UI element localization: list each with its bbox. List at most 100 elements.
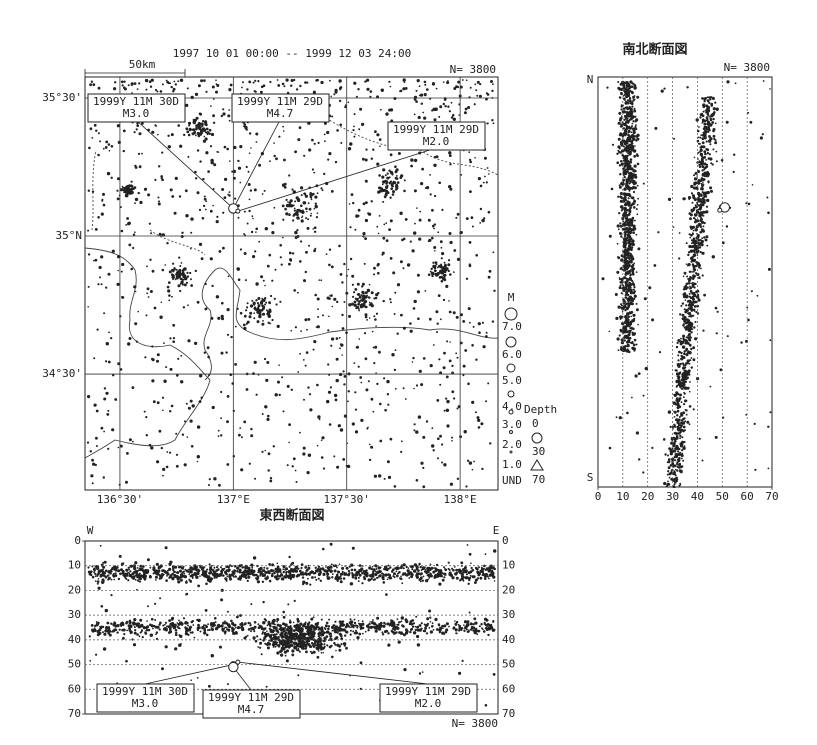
ns-dot [677, 459, 680, 462]
map-dot [187, 155, 190, 158]
map-dot [198, 112, 202, 116]
ns-dot [747, 318, 750, 322]
map-dot [364, 80, 367, 83]
map-dot [105, 140, 109, 144]
map-dot [348, 314, 351, 318]
map-dot [247, 170, 250, 173]
map-dot [357, 88, 360, 91]
ns-dot [622, 145, 625, 148]
map-dot [348, 303, 352, 307]
ns-dot [715, 332, 718, 335]
ns-dot [624, 164, 627, 167]
ns-dot [696, 139, 700, 143]
ns-dot [680, 337, 682, 340]
map-dot [412, 307, 416, 310]
map-dot [252, 255, 256, 259]
map-dot [234, 325, 237, 328]
ns-dot [630, 329, 632, 332]
map-dot [448, 232, 452, 235]
ns-dot [701, 157, 704, 160]
ns-dot [628, 263, 631, 267]
ns-dot [618, 212, 621, 215]
map-dot [181, 433, 185, 436]
ns-dot [627, 260, 630, 263]
ns-dot [673, 450, 677, 453]
map-dot [381, 183, 384, 186]
ns-dot [620, 108, 623, 111]
ns-dot [688, 320, 691, 323]
map-dot [313, 207, 316, 210]
map-dot [205, 123, 208, 127]
map-dot [438, 181, 442, 185]
ns-dot [693, 326, 696, 329]
map-dot [224, 177, 228, 181]
ns-dot [625, 113, 629, 117]
ns-dot [693, 174, 695, 177]
map-dot [160, 175, 163, 178]
map-dot [178, 195, 182, 198]
map-dot [87, 229, 90, 232]
map-dot [353, 81, 357, 85]
map-dot [254, 250, 257, 253]
ew-dot [158, 628, 161, 631]
map-dot [196, 131, 201, 136]
map-dot [222, 108, 225, 111]
ns-dot [686, 420, 690, 424]
ns-dot [693, 286, 696, 289]
ew-dot [236, 566, 240, 570]
map-dot [95, 445, 98, 447]
ew-dot [172, 568, 175, 572]
map-dot [264, 297, 267, 300]
map-dot [447, 263, 451, 267]
ew-dot [298, 569, 302, 573]
map-dot [156, 401, 160, 405]
ns-dot [629, 327, 632, 330]
map-dot [125, 480, 128, 484]
map-dot [248, 209, 251, 213]
map-dot [447, 105, 450, 108]
ew-dot [127, 566, 130, 569]
ns-dot [624, 309, 627, 312]
ew-dot [224, 577, 227, 580]
map-dot [399, 260, 403, 264]
map-dot [273, 297, 276, 300]
map-dot [183, 283, 187, 287]
ns-dot [699, 205, 703, 209]
map-dot [264, 227, 268, 231]
map-dot [182, 270, 185, 272]
map-dot [94, 463, 98, 467]
ew-dot [305, 581, 309, 585]
map-dot [180, 262, 183, 264]
map-dot [303, 154, 306, 157]
ns-dot [745, 339, 748, 343]
ns-dot [702, 145, 706, 149]
map-dot [228, 109, 231, 111]
map-dot [367, 380, 370, 383]
map-dot [482, 181, 485, 184]
map-dot [243, 210, 246, 213]
map-dot [361, 122, 365, 126]
ns-dot [629, 211, 632, 214]
ns-dot [684, 341, 688, 345]
map-dot [313, 226, 317, 229]
ns-dot [678, 232, 681, 234]
map-dot [294, 150, 297, 154]
ns-dot [627, 252, 630, 255]
ns-dot [669, 425, 672, 428]
map-dot [363, 300, 366, 303]
map-dot [87, 253, 91, 256]
map-dot [295, 196, 299, 200]
ew-dot [282, 568, 285, 571]
map-dot [437, 437, 440, 441]
map-dot [471, 468, 474, 471]
ns-dot [691, 233, 694, 236]
ns-dot [622, 197, 626, 201]
ns-dot [689, 381, 691, 383]
ns-dot [703, 162, 707, 166]
map-dot [446, 399, 450, 404]
ew-dot [119, 572, 122, 576]
map-dot [216, 84, 220, 87]
map-dot [323, 133, 326, 136]
ns-dot [642, 182, 645, 185]
ns-dot [620, 292, 623, 295]
